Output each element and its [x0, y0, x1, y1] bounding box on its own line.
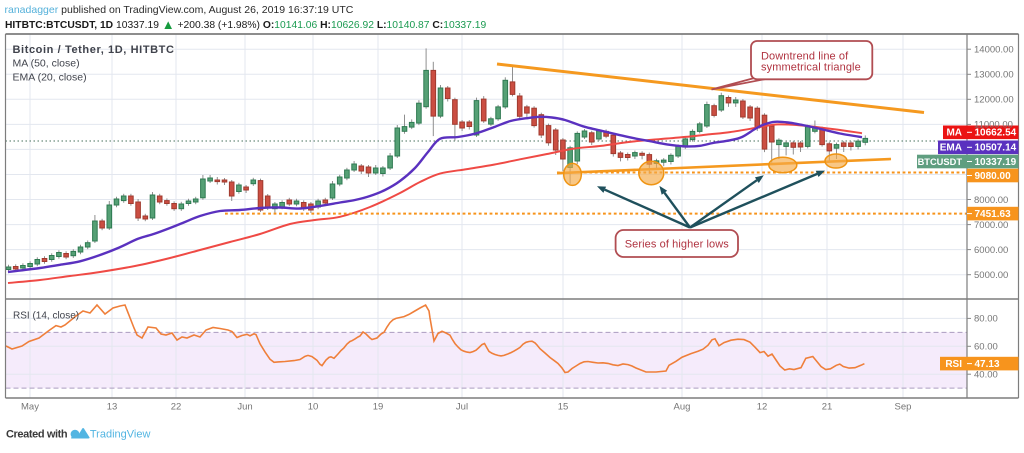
svg-text:RSI (14, close): RSI (14, close)	[13, 311, 79, 322]
svg-text:MA: MA	[946, 128, 962, 139]
svg-text:15: 15	[558, 402, 569, 413]
svg-text:May: May	[21, 402, 39, 413]
svg-text:Aug: Aug	[674, 402, 691, 413]
svg-text:47.13: 47.13	[975, 359, 1000, 370]
svg-text:14000.00: 14000.00	[974, 45, 1014, 56]
svg-text:19: 19	[373, 402, 384, 413]
svg-text:10507.14: 10507.14	[975, 143, 1017, 154]
svg-text:Bitcoin / Tether, 1D, HITBTC: Bitcoin / Tether, 1D, HITBTC	[13, 44, 175, 56]
svg-text:6000.00: 6000.00	[974, 245, 1008, 256]
svg-text:7451.63: 7451.63	[975, 209, 1012, 220]
svg-text:Series of higher lows: Series of higher lows	[625, 239, 730, 251]
svg-text:symmetrical triangle: symmetrical triangle	[761, 62, 861, 74]
svg-text:12000.00: 12000.00	[974, 95, 1014, 106]
svg-text:10337.19: 10337.19	[975, 157, 1017, 168]
svg-text:11000.00: 11000.00	[974, 120, 1013, 131]
svg-text:12: 12	[757, 402, 768, 413]
svg-text:Jul: Jul	[456, 402, 468, 413]
svg-text:21: 21	[822, 402, 833, 413]
svg-text:EMA: EMA	[940, 143, 962, 154]
svg-text:5000.00: 5000.00	[974, 270, 1008, 281]
svg-text:EMA (20, close): EMA (20, close)	[13, 72, 87, 84]
svg-text:7000.00: 7000.00	[974, 220, 1008, 231]
svg-text:8000.00: 8000.00	[974, 195, 1008, 206]
svg-text:9080.00: 9080.00	[975, 171, 1012, 182]
svg-text:13: 13	[107, 402, 118, 413]
svg-text:RSI: RSI	[945, 359, 962, 370]
svg-text:BTCUSDT: BTCUSDT	[918, 157, 963, 167]
svg-text:Jun: Jun	[237, 402, 252, 413]
svg-text:80.00: 80.00	[974, 314, 998, 325]
svg-text:13000.00: 13000.00	[974, 70, 1014, 81]
svg-text:10: 10	[308, 402, 319, 413]
svg-text:60.00: 60.00	[974, 342, 998, 353]
svg-text:22: 22	[171, 402, 182, 413]
svg-text:Sep: Sep	[895, 402, 912, 413]
svg-text:MA (50, close): MA (50, close)	[13, 58, 80, 70]
svg-text:40.00: 40.00	[974, 370, 998, 381]
